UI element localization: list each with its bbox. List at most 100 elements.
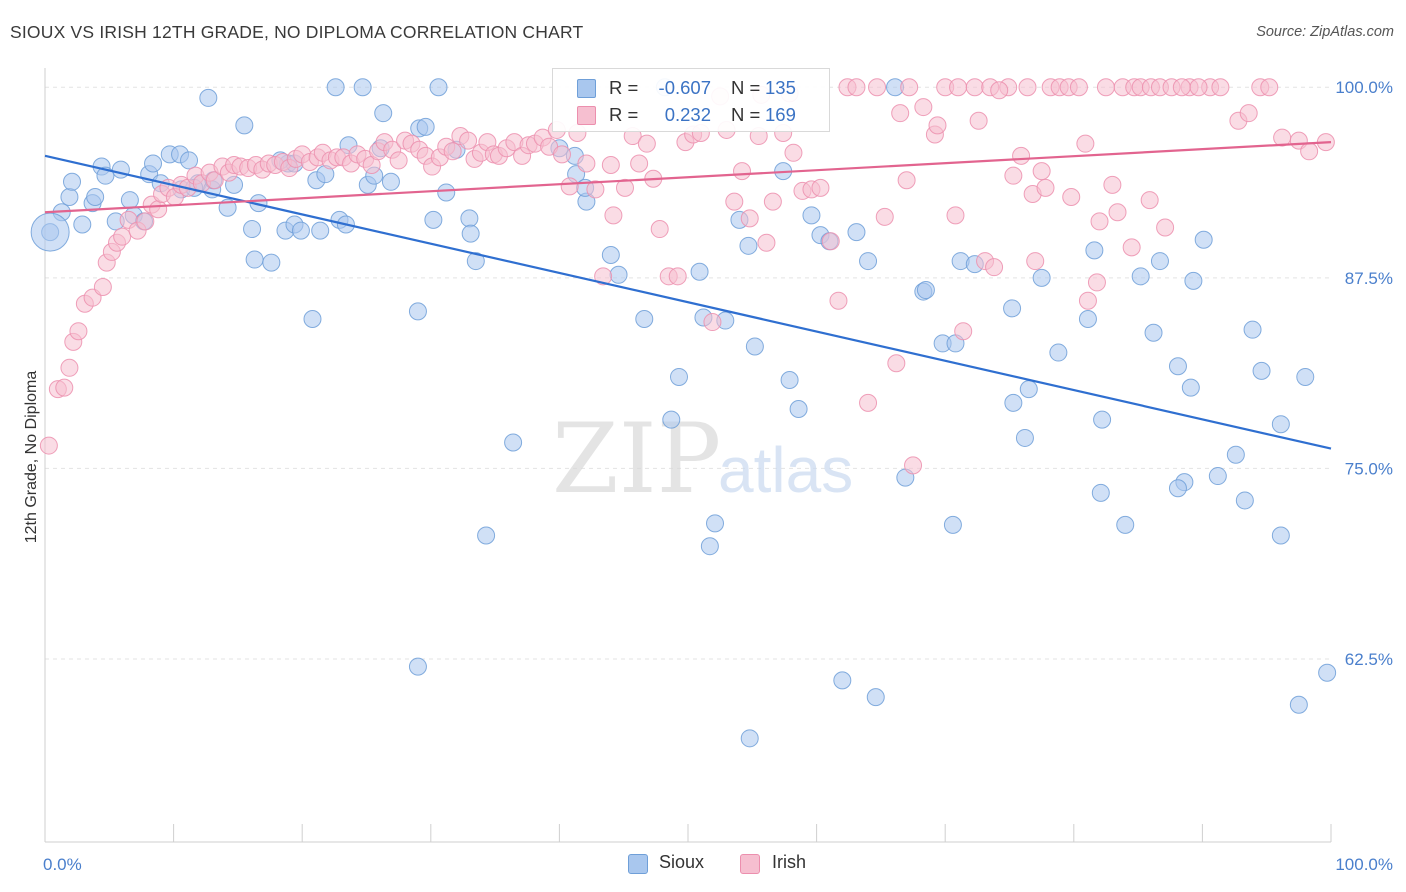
irish-point — [577, 154, 596, 173]
irish-point — [875, 207, 894, 226]
sioux-point — [429, 78, 448, 97]
irish-point — [928, 116, 947, 135]
trend-lines — [44, 141, 1332, 450]
sioux-point — [662, 410, 681, 429]
sioux-point — [780, 371, 799, 389]
stats-legend: R = -0.607 N = 135 R = 0.232 N = 169 — [552, 68, 830, 132]
sioux-point — [1116, 515, 1135, 534]
irish-point — [811, 178, 830, 197]
sioux-point — [262, 253, 281, 272]
sioux-point — [1168, 479, 1187, 498]
sioux-point — [1271, 415, 1290, 434]
irish-point — [136, 212, 155, 231]
irish-point — [69, 322, 88, 341]
sioux-point — [416, 117, 435, 136]
sioux-point — [1208, 467, 1227, 486]
irish-point — [1140, 191, 1159, 210]
sioux-point — [739, 236, 758, 255]
irish-point — [763, 192, 782, 211]
r-label: R = — [609, 77, 639, 98]
irish-point — [900, 78, 919, 97]
sioux-point — [1318, 663, 1337, 682]
axes — [44, 68, 1332, 843]
sioux-point — [408, 302, 427, 321]
sioux-point — [1150, 252, 1169, 271]
irish-point — [914, 98, 933, 117]
sioux-point — [1181, 378, 1200, 397]
sioux-point — [802, 206, 821, 225]
irish-point — [1090, 212, 1109, 231]
sioux-point — [477, 526, 496, 545]
irish-point — [615, 178, 634, 197]
r-value: 0.232 — [664, 104, 711, 125]
irish-point — [389, 151, 408, 170]
irish-point — [904, 456, 923, 475]
watermark-zip: ZIP — [552, 403, 721, 515]
irish-point — [1260, 78, 1279, 97]
sioux-point — [1168, 357, 1187, 376]
irish-point — [55, 378, 74, 397]
irish-point — [1156, 218, 1175, 237]
stats-legend-row-sioux: R = -0.607 N = 135 — [553, 75, 829, 101]
sioux-swatch — [577, 79, 596, 98]
irish-point — [149, 200, 168, 219]
irish-point — [650, 220, 669, 239]
irish-point — [969, 111, 988, 130]
sioux-point — [86, 188, 105, 207]
sioux-point — [1015, 428, 1034, 447]
sioux-point — [745, 337, 764, 356]
irish-point — [1026, 252, 1045, 271]
irish-point — [443, 142, 462, 161]
irish-point — [757, 233, 776, 252]
irish-point — [990, 81, 1009, 100]
sioux-point — [1252, 361, 1271, 380]
n-value: 169 — [765, 104, 796, 125]
irish-point — [93, 277, 112, 296]
y-tick-label: 62.5% — [1345, 650, 1393, 669]
irish-point — [459, 131, 478, 150]
sioux-point — [706, 514, 725, 533]
sioux-point — [381, 172, 400, 191]
sioux-point — [833, 671, 852, 690]
irish-point — [1069, 78, 1088, 97]
sioux-point — [311, 221, 330, 240]
sioux-point — [353, 78, 372, 97]
sioux-point — [408, 657, 427, 676]
sioux-point — [460, 209, 479, 228]
legend-label-sioux: Sioux — [659, 852, 705, 872]
irish-point — [733, 162, 752, 181]
irish-point — [965, 78, 984, 97]
sioux-point — [740, 729, 759, 748]
chart-title: SIOUX VS IRISH 12TH GRADE, NO DIPLOMA CO… — [10, 22, 584, 42]
sioux-point — [690, 262, 709, 281]
sioux-point — [916, 281, 935, 300]
irish-point — [1078, 291, 1097, 310]
irish-point — [725, 192, 744, 211]
legend-label-irish: Irish — [772, 852, 807, 872]
sioux-point — [789, 399, 808, 418]
irish-point — [1076, 134, 1095, 153]
irish-point — [985, 258, 1004, 277]
irish-point — [668, 267, 687, 286]
irish-swatch — [577, 106, 596, 125]
irish-point — [1032, 162, 1051, 181]
irish-point — [868, 78, 887, 97]
sioux-point — [303, 310, 322, 329]
sioux-point — [635, 310, 654, 329]
irish-point — [954, 322, 973, 341]
irish-point — [784, 143, 803, 162]
irish-point — [847, 78, 866, 97]
irish-point — [821, 232, 840, 251]
r-label: R = — [609, 104, 639, 125]
y-tick-label: 100.0% — [1335, 78, 1393, 97]
n-value: 135 — [765, 77, 796, 98]
irish-point — [604, 206, 623, 225]
irish-point — [113, 227, 132, 246]
sioux-point — [1032, 268, 1051, 287]
irish-point — [946, 206, 965, 225]
irish-trend-line — [44, 141, 1332, 214]
sioux-point — [1243, 320, 1262, 339]
sioux-point — [700, 537, 719, 556]
watermark: ZIP atlas — [552, 403, 853, 515]
irish-point — [586, 180, 605, 199]
